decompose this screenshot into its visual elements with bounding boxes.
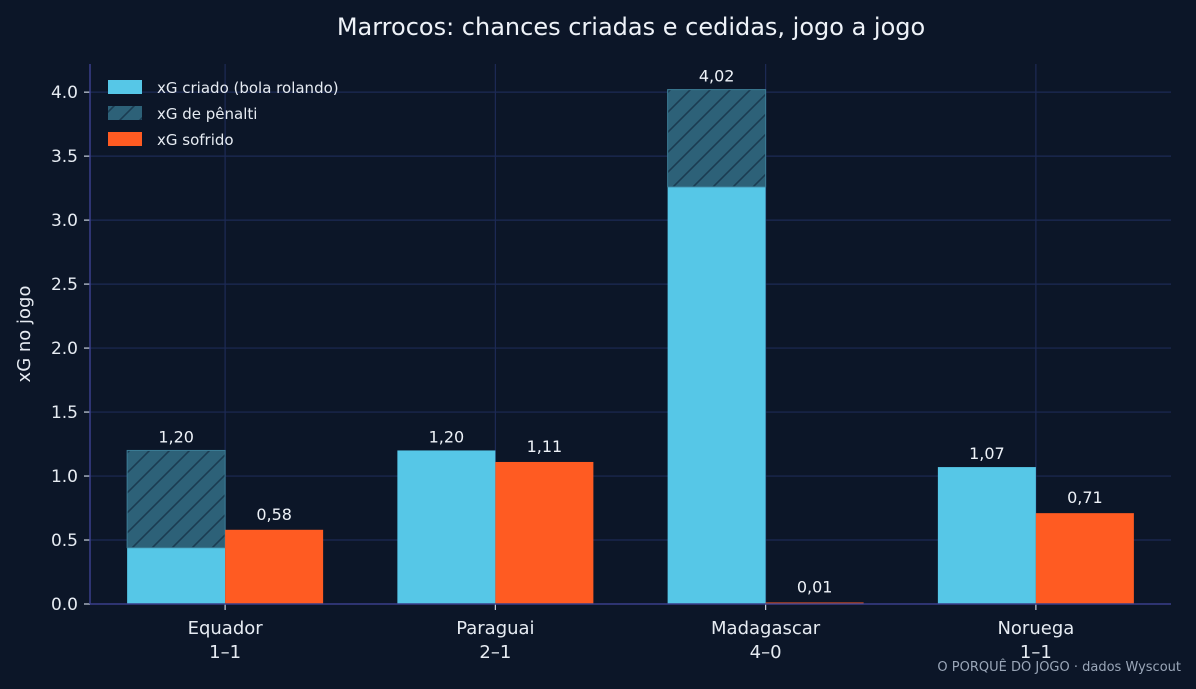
bar-xg-penalti [667,89,767,188]
bar-xg-criado [127,547,226,604]
y-tick-label: 2.5 [51,275,78,295]
value-label-sofrido: 0,01 [797,578,833,597]
value-label-criado: 1,07 [969,444,1005,463]
legend-swatch [108,132,142,146]
x-tick-score: 1–1 [209,642,241,663]
x-tick-score: 1–1 [1020,642,1052,663]
y-tick-label: 3.0 [51,211,78,231]
y-tick-label: 0.5 [51,531,78,551]
legend-label: xG de pênalti [157,105,257,123]
x-tick-score: 4–0 [750,642,782,663]
source-note: O PORQUÊ DO JOGO · dados Wyscout [937,659,1181,675]
legend-label: xG criado (bola rolando) [157,79,339,97]
x-tick-label: Paraguai [456,618,534,639]
x-tick-score: 2–1 [479,642,511,663]
x-tick-label: Madagascar [711,618,821,639]
bars [126,89,1134,604]
value-label-criado: 1,20 [429,427,465,446]
value-label-sofrido: 0,58 [256,505,292,524]
y-tick-label: 4.0 [51,83,78,103]
legend-swatch [108,106,142,120]
bar-xg-sofrido [1035,513,1134,604]
bar-xg-criado [397,450,496,604]
y-tick-label: 3.5 [51,147,78,167]
bar-xg-sofrido [495,461,594,604]
bar-xg-criado [937,467,1036,604]
y-axis-label: xG no jogo [14,286,35,383]
value-labels: 1,20 0,58 1,20 1,11 4,02 0,01 1,07 0,71 [158,67,1102,597]
bar-xg-sofrido [225,529,324,604]
value-label-criado: 1,20 [158,427,194,446]
value-label-criado: 4,02 [699,67,735,86]
legend: xG criado (bola rolando) xG de pênalti xG … [108,79,339,149]
x-tick-label: Noruega [997,618,1074,639]
legend-swatch [108,80,142,94]
value-label-sofrido: 1,11 [527,437,563,456]
value-label-sofrido: 0,71 [1067,488,1103,507]
chart-title: Marrocos: chances criadas e cedidas, jog… [337,13,925,41]
bar-xg-criado [667,186,766,604]
bar-xg-penalti [126,449,226,549]
y-tick-label: 1.0 [51,467,78,487]
y-tick-label: 1.5 [51,403,78,423]
x-tick-label: Equador [188,618,264,639]
y-tick-label: 0.0 [51,595,78,615]
legend-label: xG sofrido [157,131,234,149]
y-tick-label: 2.0 [51,339,78,359]
axes: 0.0 0.5 1.0 1.5 2.0 2.5 3.0 3.5 4.0 Equador 1–1 Par… [51,64,1171,663]
